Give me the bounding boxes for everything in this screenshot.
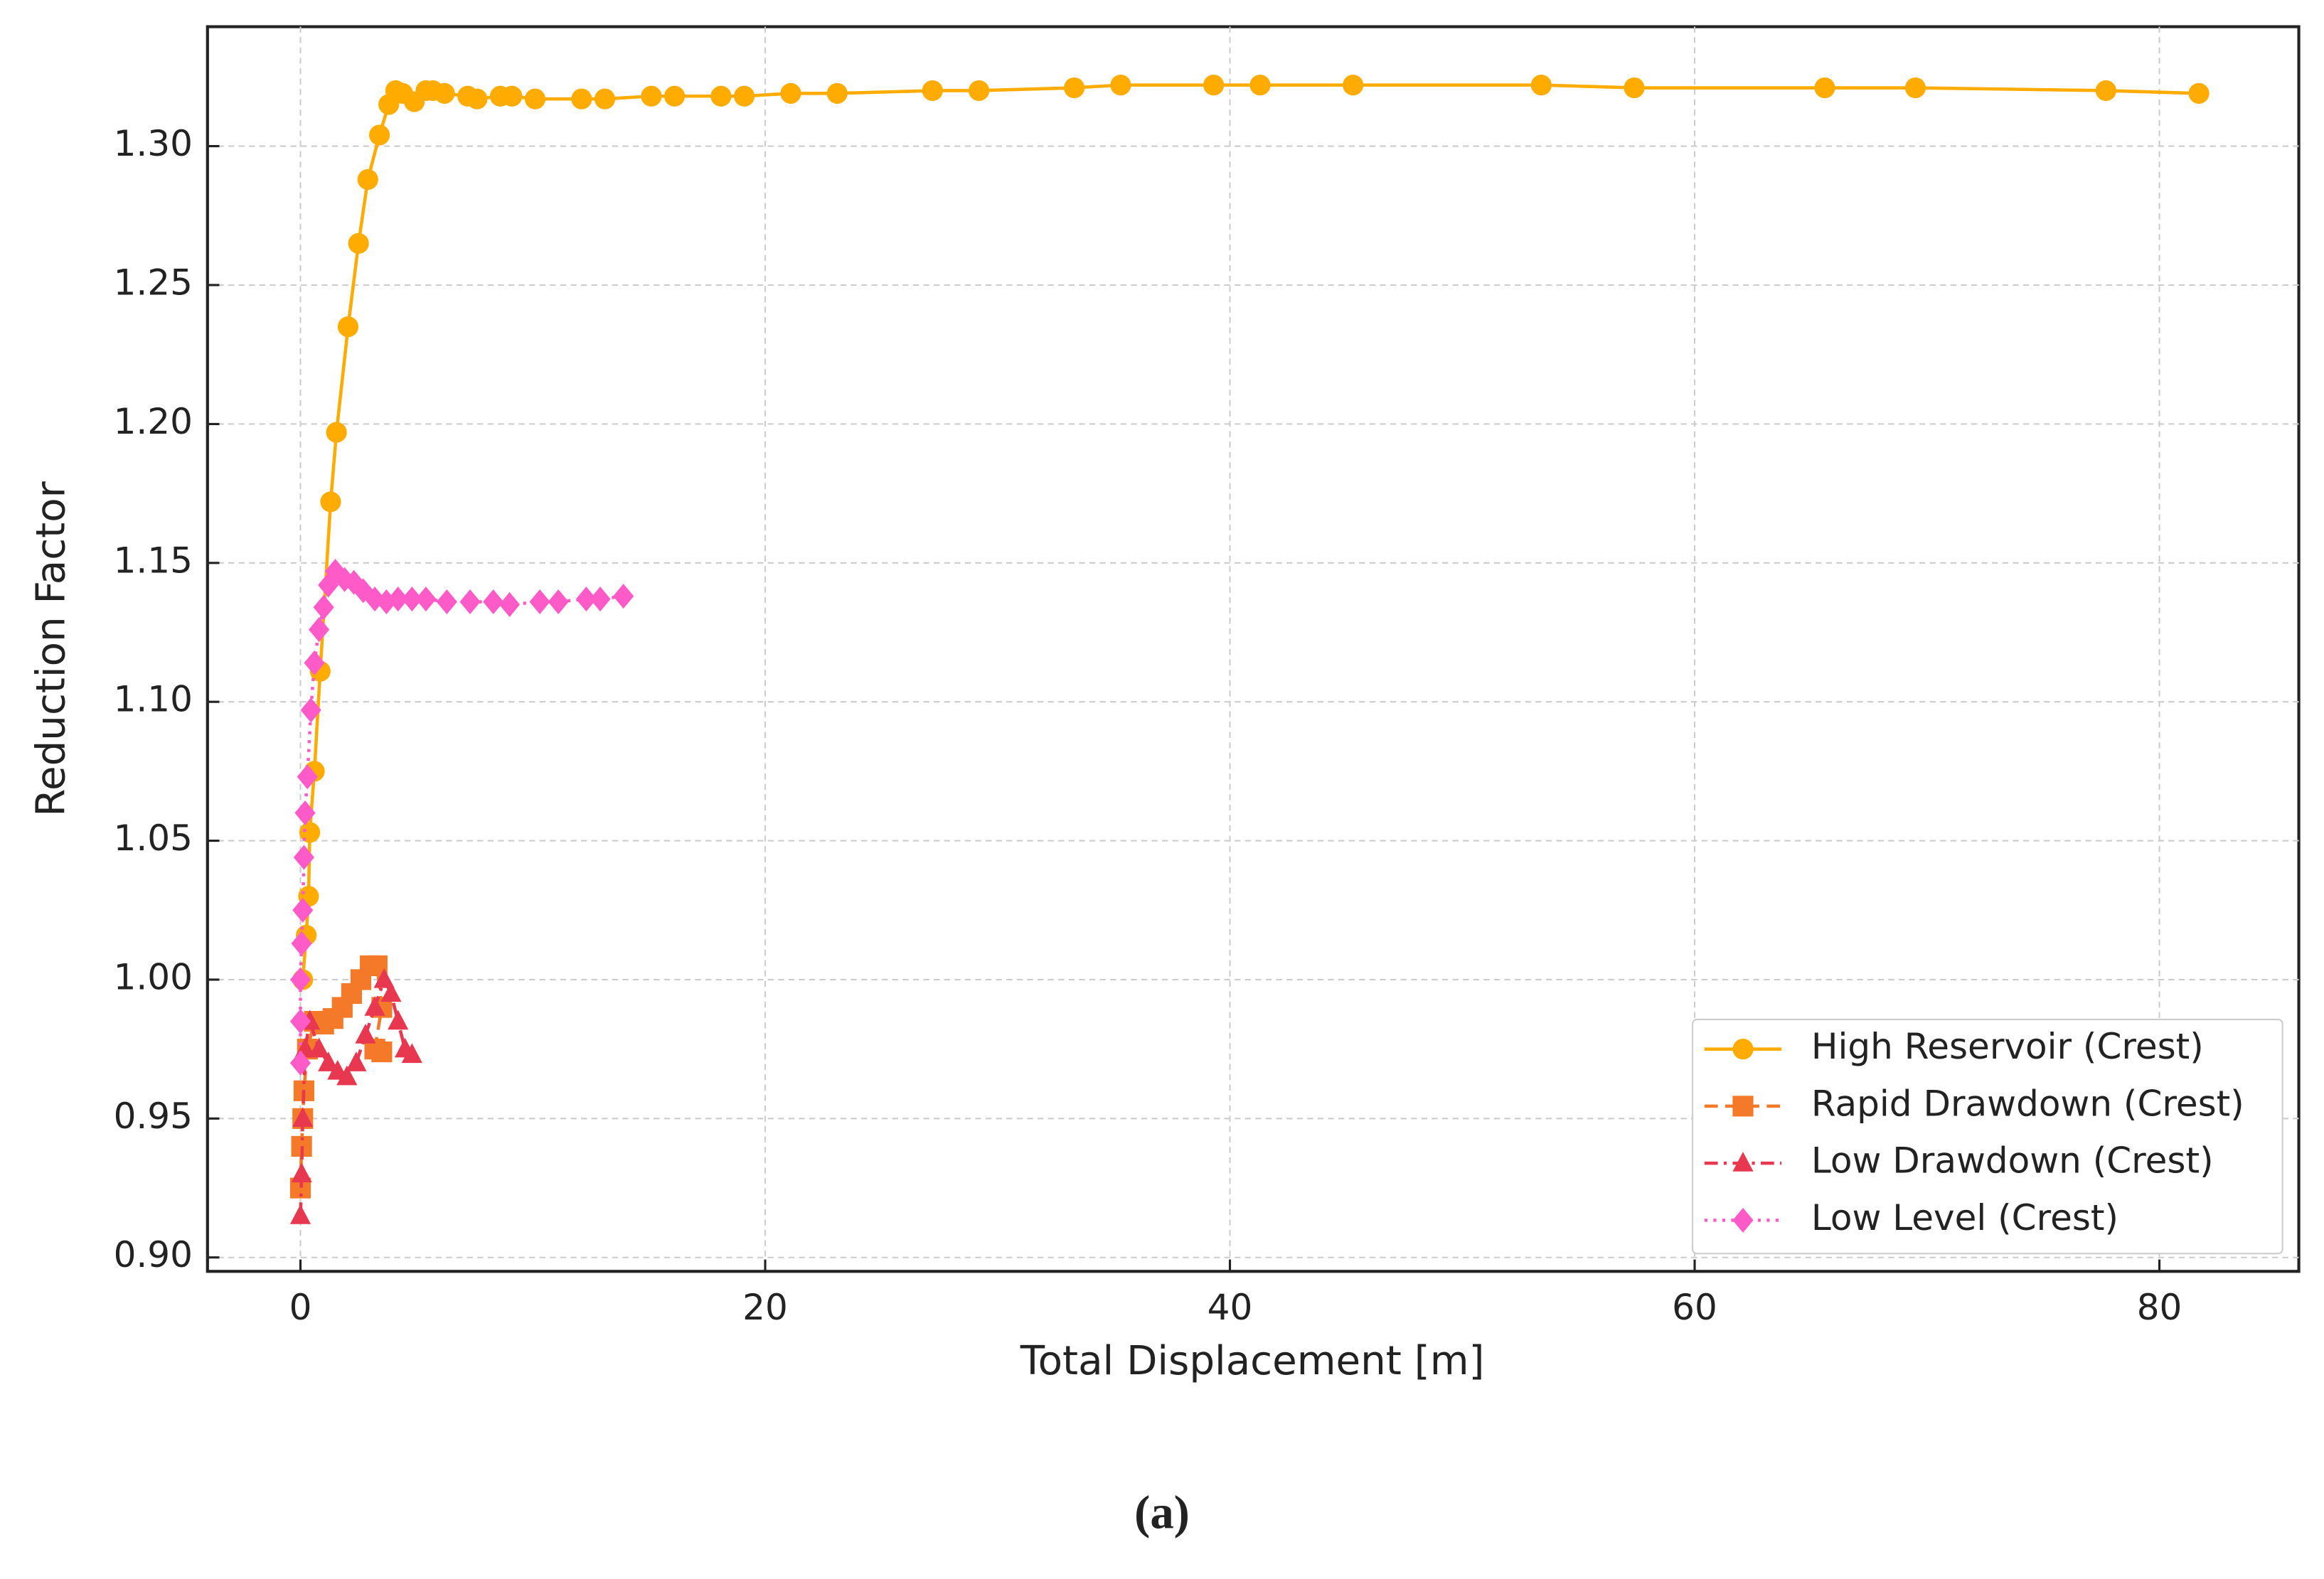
marker	[1732, 1207, 1754, 1233]
marker	[373, 968, 395, 988]
marker	[826, 82, 848, 104]
marker	[1203, 75, 1225, 96]
marker	[293, 845, 314, 870]
x-tick-label: 80	[2137, 1287, 2182, 1328]
x-tick-label: 40	[1208, 1287, 1253, 1328]
marker	[529, 589, 550, 614]
marker	[436, 589, 457, 614]
marker	[388, 1010, 409, 1030]
marker	[969, 80, 990, 102]
caption: (a)	[1134, 1487, 1190, 1539]
y-tick-label: 0.95	[114, 1096, 193, 1137]
y-tick-label: 1.10	[114, 679, 193, 720]
y-tick-label: 1.30	[114, 123, 193, 164]
marker	[1904, 77, 1926, 99]
marker	[291, 1162, 312, 1183]
marker	[313, 594, 334, 620]
marker	[613, 584, 634, 609]
marker	[380, 982, 402, 1002]
plot-frame	[206, 25, 2301, 1273]
marker	[467, 88, 488, 109]
x-tick-label: 20	[742, 1287, 788, 1328]
series-line	[301, 83, 2200, 980]
marker	[320, 491, 341, 513]
series	[292, 75, 2210, 990]
marker	[304, 650, 325, 675]
x-axis-label: Total Displacement [m]	[1020, 1338, 1485, 1384]
y-tick-label: 0.90	[114, 1234, 193, 1275]
y-tick-label: 1.15	[114, 540, 193, 581]
marker	[1732, 1039, 1754, 1060]
marker	[318, 1051, 339, 1071]
marker	[780, 82, 801, 104]
marker	[1530, 75, 1552, 96]
marker	[1063, 77, 1085, 99]
marker	[371, 1041, 393, 1063]
marker	[2095, 80, 2116, 102]
marker	[336, 1065, 358, 1086]
marker	[1732, 1152, 1754, 1172]
marker	[294, 800, 316, 825]
marker	[348, 232, 369, 254]
marker	[641, 85, 662, 107]
marker	[357, 168, 378, 191]
marker	[1343, 75, 1364, 96]
legend-label: Low Level (Crest)	[1811, 1197, 2118, 1238]
y-tick-label: 1.00	[114, 956, 193, 997]
series	[289, 968, 422, 1224]
marker	[1814, 77, 1835, 99]
x-tick-label: 60	[1672, 1287, 1717, 1328]
marker	[415, 587, 437, 612]
legend: High Reservoir (Crest) Rapid Drawdown (Cr…	[1692, 1018, 2283, 1255]
marker	[1249, 75, 1271, 96]
marker	[401, 1043, 422, 1064]
marker	[289, 1204, 311, 1224]
marker	[663, 85, 686, 107]
marker	[355, 1024, 376, 1044]
marker	[299, 822, 321, 843]
legend-label: Low Drawdown (Crest)	[1811, 1140, 2214, 1182]
y-tick-label: 1.20	[114, 401, 193, 442]
marker	[459, 589, 481, 614]
marker	[368, 124, 390, 146]
marker	[524, 88, 546, 109]
y-axis-label: Reduction Factor	[28, 481, 75, 816]
marker	[297, 764, 318, 790]
marker	[337, 316, 359, 338]
marker	[326, 422, 347, 443]
marker	[483, 589, 504, 614]
marker	[309, 617, 330, 643]
y-tick-label: 1.05	[114, 818, 193, 859]
marker	[710, 85, 732, 107]
marker	[501, 85, 523, 107]
marker	[594, 88, 616, 109]
marker	[346, 1051, 367, 1071]
marker	[364, 995, 385, 1016]
legend-label: Rapid Drawdown (Crest)	[1811, 1083, 2244, 1124]
marker	[292, 1107, 314, 1128]
marker	[1110, 75, 1131, 96]
marker	[571, 88, 592, 109]
marker	[499, 592, 521, 617]
marker	[922, 80, 943, 102]
x-tick-label: 0	[289, 1287, 312, 1328]
y-tick-label: 1.25	[114, 262, 193, 303]
marker	[733, 85, 755, 107]
marker	[1624, 77, 1645, 99]
marker	[590, 587, 611, 612]
marker	[309, 1037, 330, 1058]
marker	[2188, 82, 2210, 104]
marker	[548, 589, 569, 614]
marker	[434, 82, 455, 104]
marker	[1732, 1096, 1754, 1117]
legend-label: High Reservoir (Crest)	[1811, 1026, 2204, 1067]
legend-box	[1692, 1018, 2283, 1255]
